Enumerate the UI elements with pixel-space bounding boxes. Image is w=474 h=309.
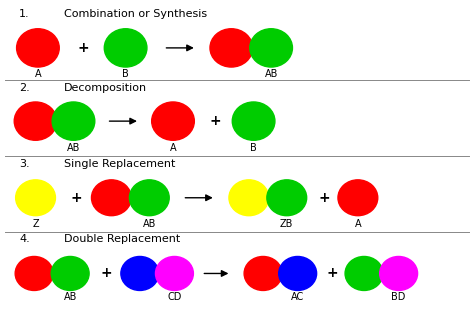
- Text: ZB: ZB: [280, 219, 293, 229]
- Ellipse shape: [17, 29, 59, 67]
- Text: B: B: [122, 69, 129, 79]
- Ellipse shape: [52, 102, 95, 140]
- Ellipse shape: [232, 102, 275, 140]
- Text: A: A: [355, 219, 361, 229]
- Ellipse shape: [229, 180, 269, 216]
- Text: 2.: 2.: [19, 83, 30, 93]
- Text: +: +: [101, 266, 112, 281]
- Text: Decomposition: Decomposition: [64, 83, 147, 93]
- Ellipse shape: [121, 256, 159, 290]
- Text: AB: AB: [264, 69, 278, 79]
- Ellipse shape: [15, 256, 53, 290]
- Text: Single Replacement: Single Replacement: [64, 159, 175, 169]
- Ellipse shape: [338, 180, 378, 216]
- Text: Double Replacement: Double Replacement: [64, 235, 180, 244]
- Text: B: B: [250, 143, 257, 153]
- Text: BD: BD: [392, 292, 406, 302]
- Ellipse shape: [91, 180, 131, 216]
- Ellipse shape: [16, 180, 55, 216]
- Text: +: +: [327, 266, 338, 281]
- Text: AB: AB: [143, 219, 156, 229]
- Text: +: +: [70, 191, 82, 205]
- Ellipse shape: [250, 29, 292, 67]
- Ellipse shape: [152, 102, 194, 140]
- Text: 3.: 3.: [19, 159, 29, 169]
- Text: A: A: [35, 69, 41, 79]
- Ellipse shape: [279, 256, 317, 290]
- Ellipse shape: [51, 256, 89, 290]
- Text: 4.: 4.: [19, 235, 30, 244]
- Text: Combination or Synthesis: Combination or Synthesis: [64, 9, 207, 19]
- Text: +: +: [210, 114, 221, 128]
- Text: AC: AC: [291, 292, 304, 302]
- Ellipse shape: [345, 256, 383, 290]
- Text: CD: CD: [167, 292, 182, 302]
- Ellipse shape: [129, 180, 169, 216]
- Text: +: +: [319, 191, 330, 205]
- Ellipse shape: [155, 256, 193, 290]
- Ellipse shape: [267, 180, 307, 216]
- Ellipse shape: [380, 256, 418, 290]
- Text: AB: AB: [67, 143, 80, 153]
- Text: Z: Z: [32, 219, 39, 229]
- Text: AB: AB: [64, 292, 77, 302]
- Ellipse shape: [244, 256, 282, 290]
- Ellipse shape: [14, 102, 57, 140]
- Ellipse shape: [104, 29, 147, 67]
- Text: A: A: [170, 143, 176, 153]
- Text: +: +: [77, 41, 89, 55]
- Ellipse shape: [210, 29, 253, 67]
- Text: 1.: 1.: [19, 9, 29, 19]
